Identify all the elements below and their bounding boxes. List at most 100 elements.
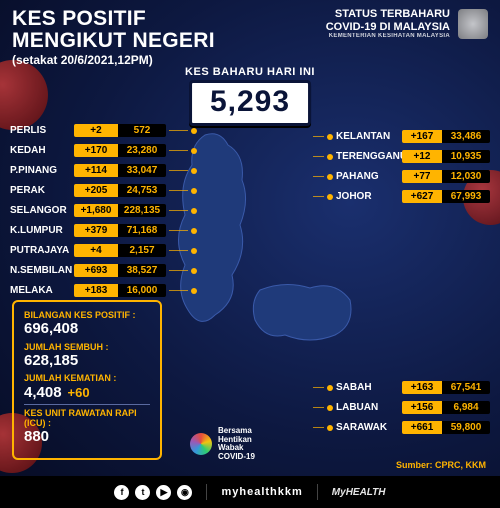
state-new-cases: +163 (402, 381, 442, 394)
leader-line (169, 270, 188, 271)
state-name: MELAKA (10, 285, 74, 296)
state-new-cases: +1,680 (74, 204, 118, 217)
status-line-2: COVID-19 DI MALAYSIA (326, 21, 450, 34)
state-name: JOHOR (336, 191, 402, 202)
recovered-value: 628,185 (24, 352, 150, 369)
state-new-cases: +114 (74, 164, 118, 177)
states-right-top-list: KELANTAN+16733,486 TERENGGANU+1210,935 PAH… (310, 128, 490, 205)
leader-line (169, 190, 188, 191)
state-new-cases: +205 (74, 184, 118, 197)
leader-line (313, 136, 324, 137)
marker-dot-icon (327, 194, 333, 200)
recovered-label: JUMLAH SEMBUH : (24, 342, 150, 352)
divider (317, 484, 318, 500)
state-new-cases: +170 (74, 144, 118, 157)
state-row: SABAH+16367,541 (310, 379, 490, 396)
state-total-cases: 38,527 (118, 264, 166, 277)
crest-icon (458, 9, 488, 39)
state-name: SABAH (336, 382, 402, 393)
state-new-cases: +379 (74, 224, 118, 237)
state-new-cases: +77 (402, 170, 442, 183)
state-row: PERAK+20524,753 (10, 182, 200, 199)
state-row: P.PINANG+11433,047 (10, 162, 200, 179)
marker-dot-icon (191, 148, 197, 154)
twitter-icon: t (135, 485, 150, 500)
source-credit: Sumber: CPRC, KKM (396, 460, 486, 470)
state-total-cases: 16,000 (118, 284, 166, 297)
state-row: PAHANG+7712,030 (310, 168, 490, 185)
marker-dot-icon (327, 174, 333, 180)
leader-line (169, 130, 188, 131)
state-name: LABUAN (336, 402, 402, 413)
state-row: KELANTAN+16733,486 (310, 128, 490, 145)
divider (206, 484, 207, 500)
instagram-icon: ◉ (177, 485, 192, 500)
state-total-cases: 12,030 (442, 170, 490, 183)
leader-line (313, 196, 324, 197)
state-total-cases: 10,935 (442, 150, 490, 163)
state-total-cases: 572 (118, 124, 166, 137)
state-name: SARAWAK (336, 422, 402, 433)
state-total-cases: 228,135 (118, 204, 166, 217)
status-line-1: STATUS TERBAHARU (326, 8, 450, 21)
leader-line (169, 210, 188, 211)
covid-infographic-poster: KES POSITIF MENGIKUT NEGERI (setakat 20/… (0, 0, 500, 508)
facebook-icon: f (114, 485, 129, 500)
deaths-label: JUMLAH KEMATIAN : (24, 373, 150, 383)
leader-line (169, 290, 188, 291)
new-cases-box: KES BAHARU HARI INI 5,293 (185, 66, 315, 126)
positive-value: 696,408 (24, 320, 150, 337)
leader-line (169, 250, 188, 251)
title-line-2: MENGIKUT NEGERI (12, 30, 215, 52)
leader-line (313, 387, 324, 388)
state-row: PUTRAJAYA+42,157 (10, 242, 200, 259)
deaths-value: 4,408 (24, 384, 62, 401)
state-new-cases: +627 (402, 190, 442, 203)
marker-dot-icon (191, 188, 197, 194)
marker-dot-icon (191, 228, 197, 234)
state-total-cases: 59,800 (442, 421, 490, 434)
leader-line (313, 156, 324, 157)
youtube-icon: ▶ (156, 485, 171, 500)
state-row: MELAKA+18316,000 (10, 282, 200, 299)
campaign-slogan: Bersama Hentikan Wabak COVID-19 (190, 427, 255, 462)
marker-dot-icon (327, 425, 333, 431)
state-name: PERAK (10, 185, 74, 196)
title-block: KES POSITIF MENGIKUT NEGERI (setakat 20/… (12, 8, 215, 67)
marker-dot-icon (191, 168, 197, 174)
as-of-date: (setakat 20/6/2021,12PM) (12, 54, 215, 67)
state-name: TERENGGANU (336, 151, 402, 162)
state-new-cases: +156 (402, 401, 442, 414)
state-new-cases: +12 (402, 150, 442, 163)
social-handle: myhealthkkm (221, 486, 302, 498)
state-name: SELANGOR (10, 205, 74, 216)
new-cases-value: 5,293 (189, 80, 311, 126)
state-row: TERENGGANU+1210,935 (310, 148, 490, 165)
state-total-cases: 23,280 (118, 144, 166, 157)
state-name: P.PINANG (10, 165, 74, 176)
leader-line (313, 407, 324, 408)
state-row: PERLIS+2572 (10, 122, 200, 139)
leader-line (169, 170, 188, 171)
state-total-cases: 33,486 (442, 130, 490, 143)
state-total-cases: 6,984 (442, 401, 490, 414)
state-row: KEDAH+17023,280 (10, 142, 200, 159)
state-row: SARAWAK+66159,800 (310, 419, 490, 436)
state-name: KEDAH (10, 145, 74, 156)
title-line-1: KES POSITIF (12, 8, 215, 30)
state-new-cases: +183 (74, 284, 118, 297)
new-cases-label: KES BAHARU HARI INI (185, 66, 315, 78)
state-row: LABUAN+1566,984 (310, 399, 490, 416)
campaign-icon (190, 433, 212, 455)
state-total-cases: 71,168 (118, 224, 166, 237)
marker-dot-icon (327, 405, 333, 411)
state-total-cases: 2,157 (118, 244, 166, 257)
state-name: PERLIS (10, 125, 74, 136)
state-row: SELANGOR+1,680228,135 (10, 202, 200, 219)
state-total-cases: 33,047 (118, 164, 166, 177)
state-new-cases: +661 (402, 421, 442, 434)
marker-dot-icon (327, 154, 333, 160)
state-name: KELANTAN (336, 131, 402, 142)
state-row: JOHOR+62767,993 (310, 188, 490, 205)
virus-decoration (0, 60, 48, 130)
